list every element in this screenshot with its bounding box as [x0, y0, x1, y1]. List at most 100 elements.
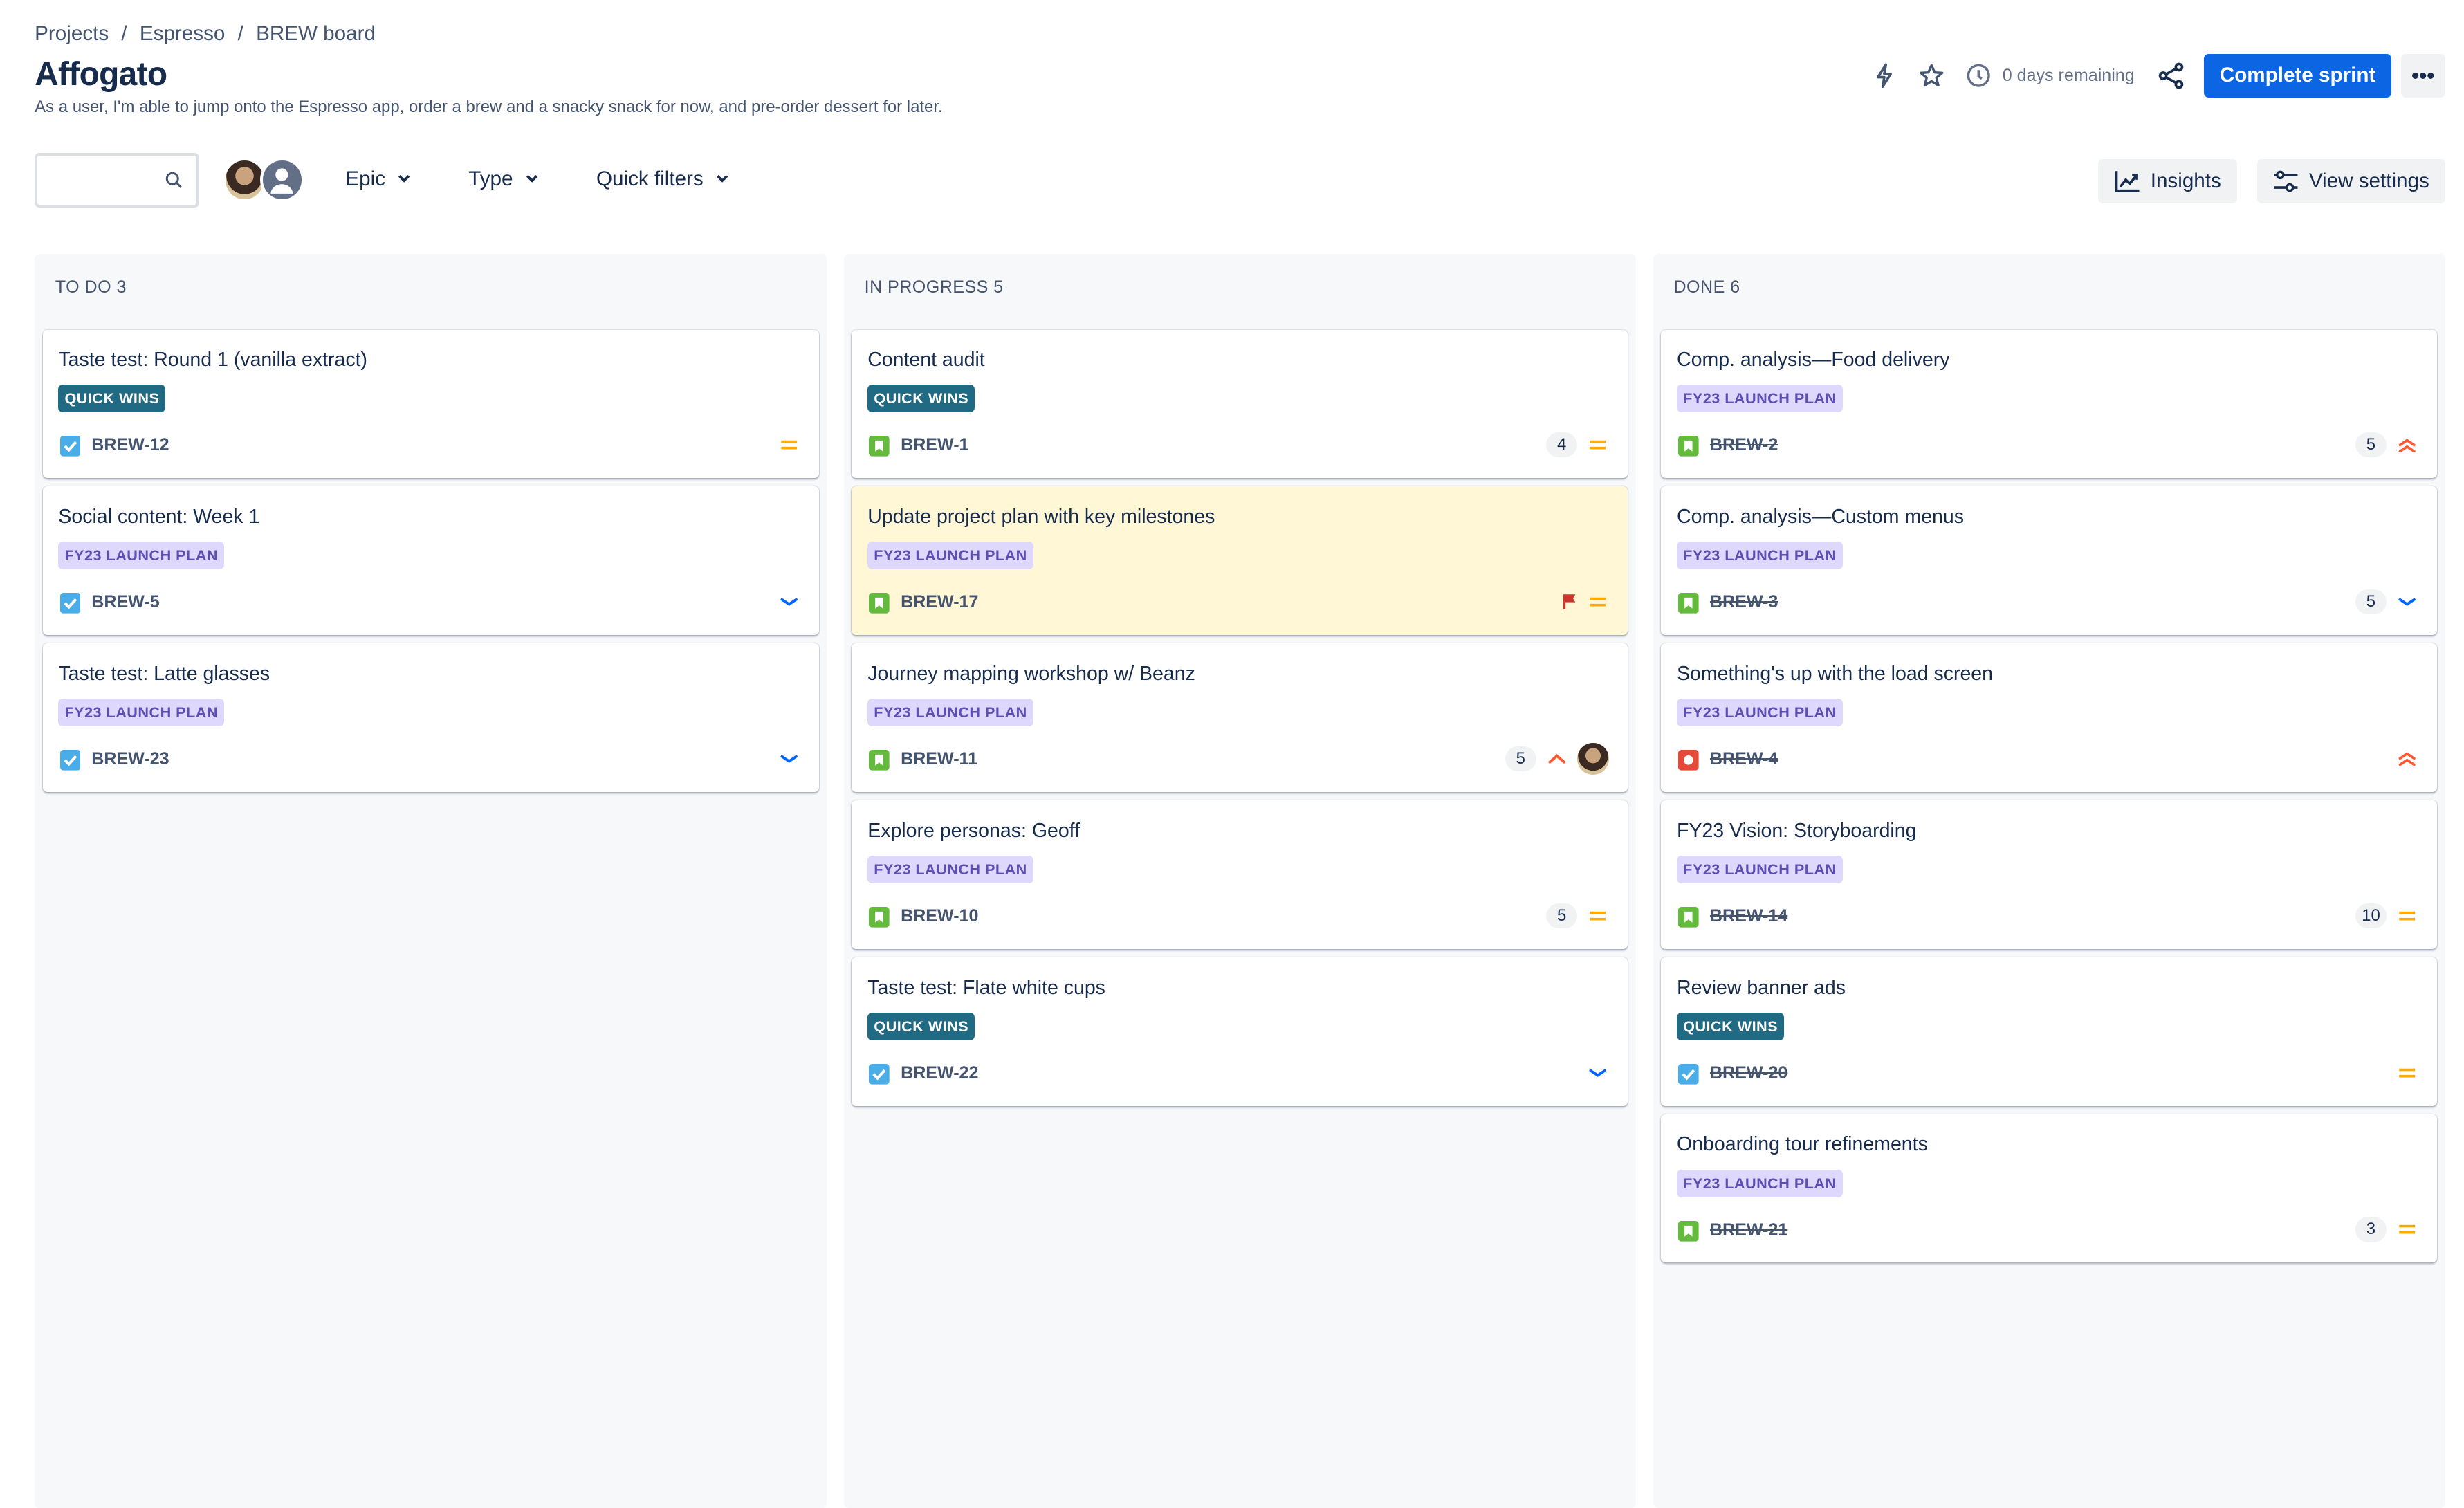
card-meta — [1587, 1057, 1609, 1089]
card-title: Social content: Week 1 — [58, 505, 260, 528]
star-icon[interactable] — [1908, 54, 1955, 98]
card-title: Taste test: Flate white cups — [867, 976, 1105, 999]
card-meta — [1562, 586, 1609, 618]
priority-medium-icon — [778, 434, 800, 456]
issue-card[interactable]: Explore personas: Geoff FY23 LAUNCH PLAN B… — [852, 800, 1628, 949]
story-points: 5 — [2355, 432, 2387, 458]
story-points: 3 — [2355, 1217, 2387, 1242]
issue-card[interactable]: FY23 Vision: Storyboarding FY23 LAUNCH PL… — [1661, 800, 2438, 949]
story-type-icon — [1678, 905, 1699, 928]
issue-key[interactable]: BREW-2 — [1709, 435, 1778, 455]
card-meta: 5 — [2355, 429, 2418, 461]
card-title: Update project plan with key milestones — [867, 505, 1215, 528]
issue-card[interactable]: Taste test: Round 1 (vanilla extract) QUI… — [42, 329, 819, 478]
epic-lozenge: QUICK WINS — [58, 385, 166, 413]
lightning-icon[interactable] — [1860, 54, 1907, 98]
card-meta — [2396, 1057, 2418, 1089]
issue-key[interactable]: BREW-17 — [901, 592, 979, 612]
card-title: Onboarding tour refinements — [1677, 1133, 1928, 1156]
assignee-avatar[interactable] — [1577, 743, 1609, 775]
issue-card[interactable]: Comp. analysis—Custom menus FY23 LAUNCH P… — [1661, 486, 2438, 635]
issue-key[interactable]: BREW-12 — [91, 435, 169, 455]
breadcrumb-projects[interactable]: Projects — [35, 21, 109, 45]
issue-key[interactable]: BREW-11 — [901, 749, 978, 769]
avatar[interactable] — [222, 158, 267, 202]
priority-highest-icon — [2396, 434, 2418, 456]
epic-lozenge: QUICK WINS — [867, 1013, 975, 1040]
card-meta — [2396, 743, 2418, 775]
epic-filter-label: Epic — [345, 167, 386, 190]
complete-sprint-button[interactable]: Complete sprint — [2204, 53, 2392, 98]
card-meta — [778, 743, 800, 775]
epic-lozenge: FY23 LAUNCH PLAN — [1677, 856, 1843, 883]
issue-card[interactable]: Update project plan with key milestones F… — [852, 486, 1628, 635]
clock-icon — [1955, 54, 2002, 98]
priority-medium-icon — [2396, 1219, 2418, 1241]
header-actions: 0 days remaining Complete sprint ••• — [1860, 53, 2445, 98]
issue-card[interactable]: Something's up with the load screen FY23 … — [1661, 643, 2438, 792]
board-column: DONE 6 Comp. analysis—Food delivery FY23 L… — [1653, 254, 2445, 1508]
card-meta: 4 — [1545, 429, 1609, 461]
bug-type-icon — [1678, 748, 1699, 771]
issue-card[interactable]: Journey mapping workshop w/ Beanz FY23 LA… — [852, 643, 1628, 792]
share-icon[interactable] — [2147, 54, 2194, 98]
card-title: Comp. analysis—Food delivery — [1677, 348, 1950, 371]
breadcrumb-espresso[interactable]: Espresso — [139, 21, 226, 45]
epic-lozenge: FY23 LAUNCH PLAN — [58, 699, 225, 726]
story-points: 5 — [1545, 903, 1578, 928]
insights-button[interactable]: Insights — [2098, 159, 2237, 204]
card-title: Journey mapping workshop w/ Beanz — [867, 662, 1195, 685]
issue-card[interactable]: Taste test: Latte glasses FY23 LAUNCH PLA… — [42, 643, 819, 792]
card-meta — [778, 586, 800, 618]
epic-lozenge: QUICK WINS — [1677, 1013, 1785, 1040]
issue-card[interactable]: Social content: Week 1 FY23 LAUNCH PLAN BR… — [42, 486, 819, 635]
priority-low-icon — [2396, 591, 2418, 613]
issue-key[interactable]: BREW-1 — [901, 435, 969, 455]
sprint-goal: As a user, I'm able to jump onto the Esp… — [35, 98, 943, 117]
issue-key[interactable]: BREW-14 — [1709, 906, 1788, 926]
issue-key[interactable]: BREW-10 — [901, 906, 979, 926]
epic-lozenge: FY23 LAUNCH PLAN — [867, 856, 1033, 883]
page-title: Affogato — [35, 55, 167, 93]
epic-filter[interactable]: Epic — [345, 167, 410, 191]
issue-key[interactable]: BREW-3 — [1709, 592, 1778, 612]
task-type-icon — [1678, 1062, 1699, 1085]
breadcrumb: Projects / Espresso / BREW board — [35, 22, 376, 46]
priority-highest-icon — [2396, 748, 2418, 770]
story-points: 5 — [1505, 746, 1537, 772]
card-title: Something's up with the load screen — [1677, 662, 1993, 685]
days-remaining: 0 days remaining — [2002, 65, 2135, 85]
issue-key[interactable]: BREW-21 — [1709, 1220, 1788, 1240]
story-type-icon — [1678, 1219, 1699, 1242]
issue-card[interactable]: Content audit QUICK WINS BREW-1 4 — [852, 329, 1628, 478]
card-meta: 3 — [2355, 1214, 2418, 1246]
issue-card[interactable]: Review banner ads QUICK WINS BREW-20 — [1661, 957, 2438, 1106]
quick-filters[interactable]: Quick filters — [596, 167, 728, 191]
view-settings-button[interactable]: View settings — [2256, 159, 2445, 204]
chart-line-icon — [2115, 171, 2140, 192]
search-input[interactable] — [35, 153, 200, 208]
issue-key[interactable]: BREW-22 — [901, 1063, 979, 1083]
issue-card[interactable]: Comp. analysis—Food delivery FY23 LAUNCH … — [1661, 329, 2438, 478]
breadcrumb-brew-board[interactable]: BREW board — [256, 21, 376, 45]
card-title: Comp. analysis—Custom menus — [1677, 505, 1965, 528]
epic-lozenge: FY23 LAUNCH PLAN — [1677, 1169, 1843, 1197]
type-filter[interactable]: Type — [468, 167, 538, 191]
task-type-icon — [59, 591, 81, 614]
board-column: IN PROGRESS 5 Content audit QUICK WINS BREW… — [844, 254, 1636, 1508]
story-type-icon — [869, 591, 890, 614]
issue-key[interactable]: BREW-4 — [1709, 749, 1778, 769]
issue-key[interactable]: BREW-20 — [1709, 1063, 1788, 1083]
issue-card[interactable]: Onboarding tour refinements FY23 LAUNCH P… — [1661, 1114, 2438, 1263]
issue-key[interactable]: BREW-23 — [91, 749, 169, 769]
column-header: DONE 6 — [1673, 277, 1740, 297]
issue-card[interactable]: Taste test: Flate white cups QUICK WINS BR… — [852, 957, 1628, 1106]
priority-medium-icon — [1587, 905, 1609, 927]
insights-label: Insights — [2150, 169, 2221, 193]
issue-key[interactable]: BREW-5 — [91, 592, 160, 612]
priority-medium-icon — [2396, 905, 2418, 927]
more-actions-button[interactable]: ••• — [2400, 53, 2445, 98]
epic-lozenge: QUICK WINS — [867, 385, 975, 413]
chevron-down-icon — [526, 174, 537, 183]
unassigned-avatar[interactable] — [260, 158, 305, 202]
